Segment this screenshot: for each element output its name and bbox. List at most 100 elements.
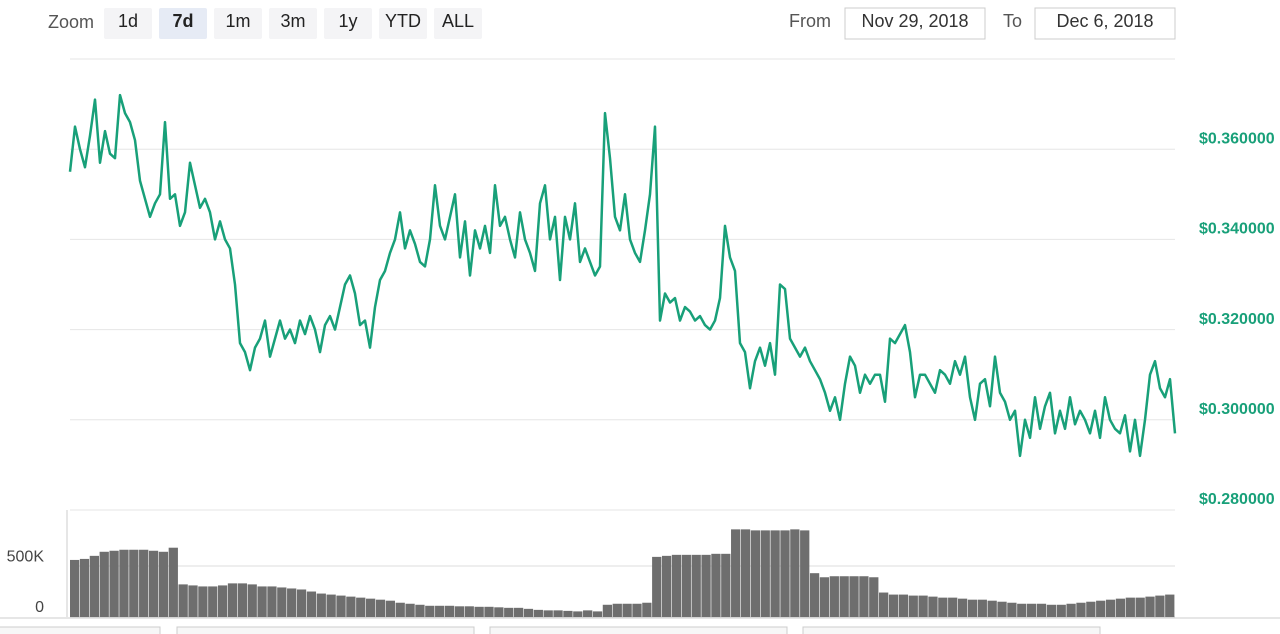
volume-bar [484, 606, 494, 617]
volume-bar [740, 529, 751, 617]
volume-bar [987, 600, 997, 617]
zoom-button[interactable] [159, 8, 207, 39]
volume-bar [602, 604, 613, 617]
volume-bar [365, 598, 376, 617]
volume-bar [1066, 603, 1076, 617]
volume-bar [454, 606, 465, 617]
volume-bar [800, 530, 810, 617]
volume-bar [573, 611, 583, 617]
volume-bar [1155, 595, 1165, 617]
volume-bar [208, 586, 218, 617]
to-input[interactable] [1034, 7, 1176, 40]
volume-bar [1036, 603, 1047, 617]
tab[interactable] [802, 626, 1101, 634]
volume-bar [267, 586, 277, 617]
volume-bar [148, 550, 159, 617]
volume-bar [198, 586, 208, 617]
volume-bar [563, 610, 573, 617]
volume-bar [869, 577, 879, 617]
volume-bar [1027, 603, 1037, 617]
volume-bar [405, 603, 415, 617]
volume-bar [158, 551, 169, 617]
zoom-button[interactable] [324, 8, 372, 39]
volume-bar [829, 576, 839, 617]
y-tick-label: $0.320000 [1199, 311, 1275, 328]
volume-bar [1056, 604, 1066, 617]
volume-bar [721, 553, 731, 617]
y-tick-label: 0 [35, 599, 44, 616]
volume-bar [296, 589, 307, 617]
tab[interactable] [176, 626, 475, 634]
volume-bar [750, 530, 761, 617]
volume-bar [543, 610, 553, 617]
volume-bar [188, 585, 198, 617]
zoom-label: Zoom [48, 12, 94, 32]
zoom-button-label: 1d [118, 11, 138, 31]
from-input[interactable] [844, 7, 986, 40]
volume-bar [819, 577, 830, 617]
volume-bar [671, 554, 682, 617]
volume-bar [701, 554, 711, 617]
volume-bar [70, 559, 80, 617]
volume-bar [237, 583, 247, 617]
volume-bar [79, 558, 90, 617]
y-tick-label: 500K [7, 548, 45, 565]
volume-bar [533, 609, 543, 617]
volume-bar [809, 573, 820, 617]
volume-bar [306, 591, 317, 617]
zoom-button[interactable] [379, 8, 427, 39]
y-tick-label: $0.280000 [1199, 491, 1275, 508]
volume-bar [888, 594, 899, 617]
volume-bar [957, 598, 968, 617]
volume-bar [731, 529, 741, 617]
volume-bar [1017, 603, 1027, 617]
volume-bar [425, 605, 435, 617]
to-label: To [1003, 11, 1022, 31]
volume-bar [99, 551, 109, 617]
volume-bar [711, 553, 721, 617]
volume-bar [879, 592, 889, 617]
volume-bar [849, 576, 859, 617]
volume-bar [129, 549, 139, 617]
price-line [68, 93, 1177, 458]
volume-bar [938, 597, 948, 617]
volume-bar [385, 600, 395, 617]
zoom-button[interactable] [104, 8, 152, 39]
tab[interactable] [0, 626, 161, 634]
volume-bar [1096, 600, 1106, 617]
volume-bar [997, 601, 1007, 617]
zoom-button[interactable] [269, 8, 317, 39]
volume-bar [247, 584, 257, 617]
volume-bar [316, 593, 326, 617]
volume-bar [898, 594, 909, 617]
volume-bar [119, 549, 129, 617]
to-date: Dec 6, 2018 [1056, 11, 1153, 31]
volume-bar [948, 597, 958, 617]
volume-bar [583, 610, 593, 617]
volume-bar [918, 595, 928, 617]
volume-bar [967, 599, 978, 617]
volume-bar [770, 530, 780, 617]
volume-bar [523, 608, 534, 617]
zoom-button[interactable] [434, 8, 482, 39]
y-tick-label: $0.300000 [1199, 401, 1275, 418]
zoom-button-label: 7d [172, 11, 193, 31]
volume-bar [444, 605, 455, 617]
volume-bar [839, 576, 849, 617]
volume-bar [553, 610, 563, 617]
volume-bar [1105, 599, 1116, 617]
volume-bar [326, 594, 336, 617]
zoom-button[interactable] [214, 8, 262, 39]
y-tick-label: $0.340000 [1199, 221, 1275, 238]
volume-bar [632, 603, 642, 617]
volume-bar [474, 606, 484, 617]
zoom-button-label: YTD [385, 11, 421, 31]
volume-bar [168, 547, 178, 617]
zoom-button-label: 3m [280, 11, 305, 31]
volume-bar [464, 606, 474, 617]
tab[interactable] [489, 626, 788, 634]
volume-bar [356, 597, 366, 617]
volume-bar [1046, 604, 1057, 617]
volume-bar [592, 611, 603, 617]
